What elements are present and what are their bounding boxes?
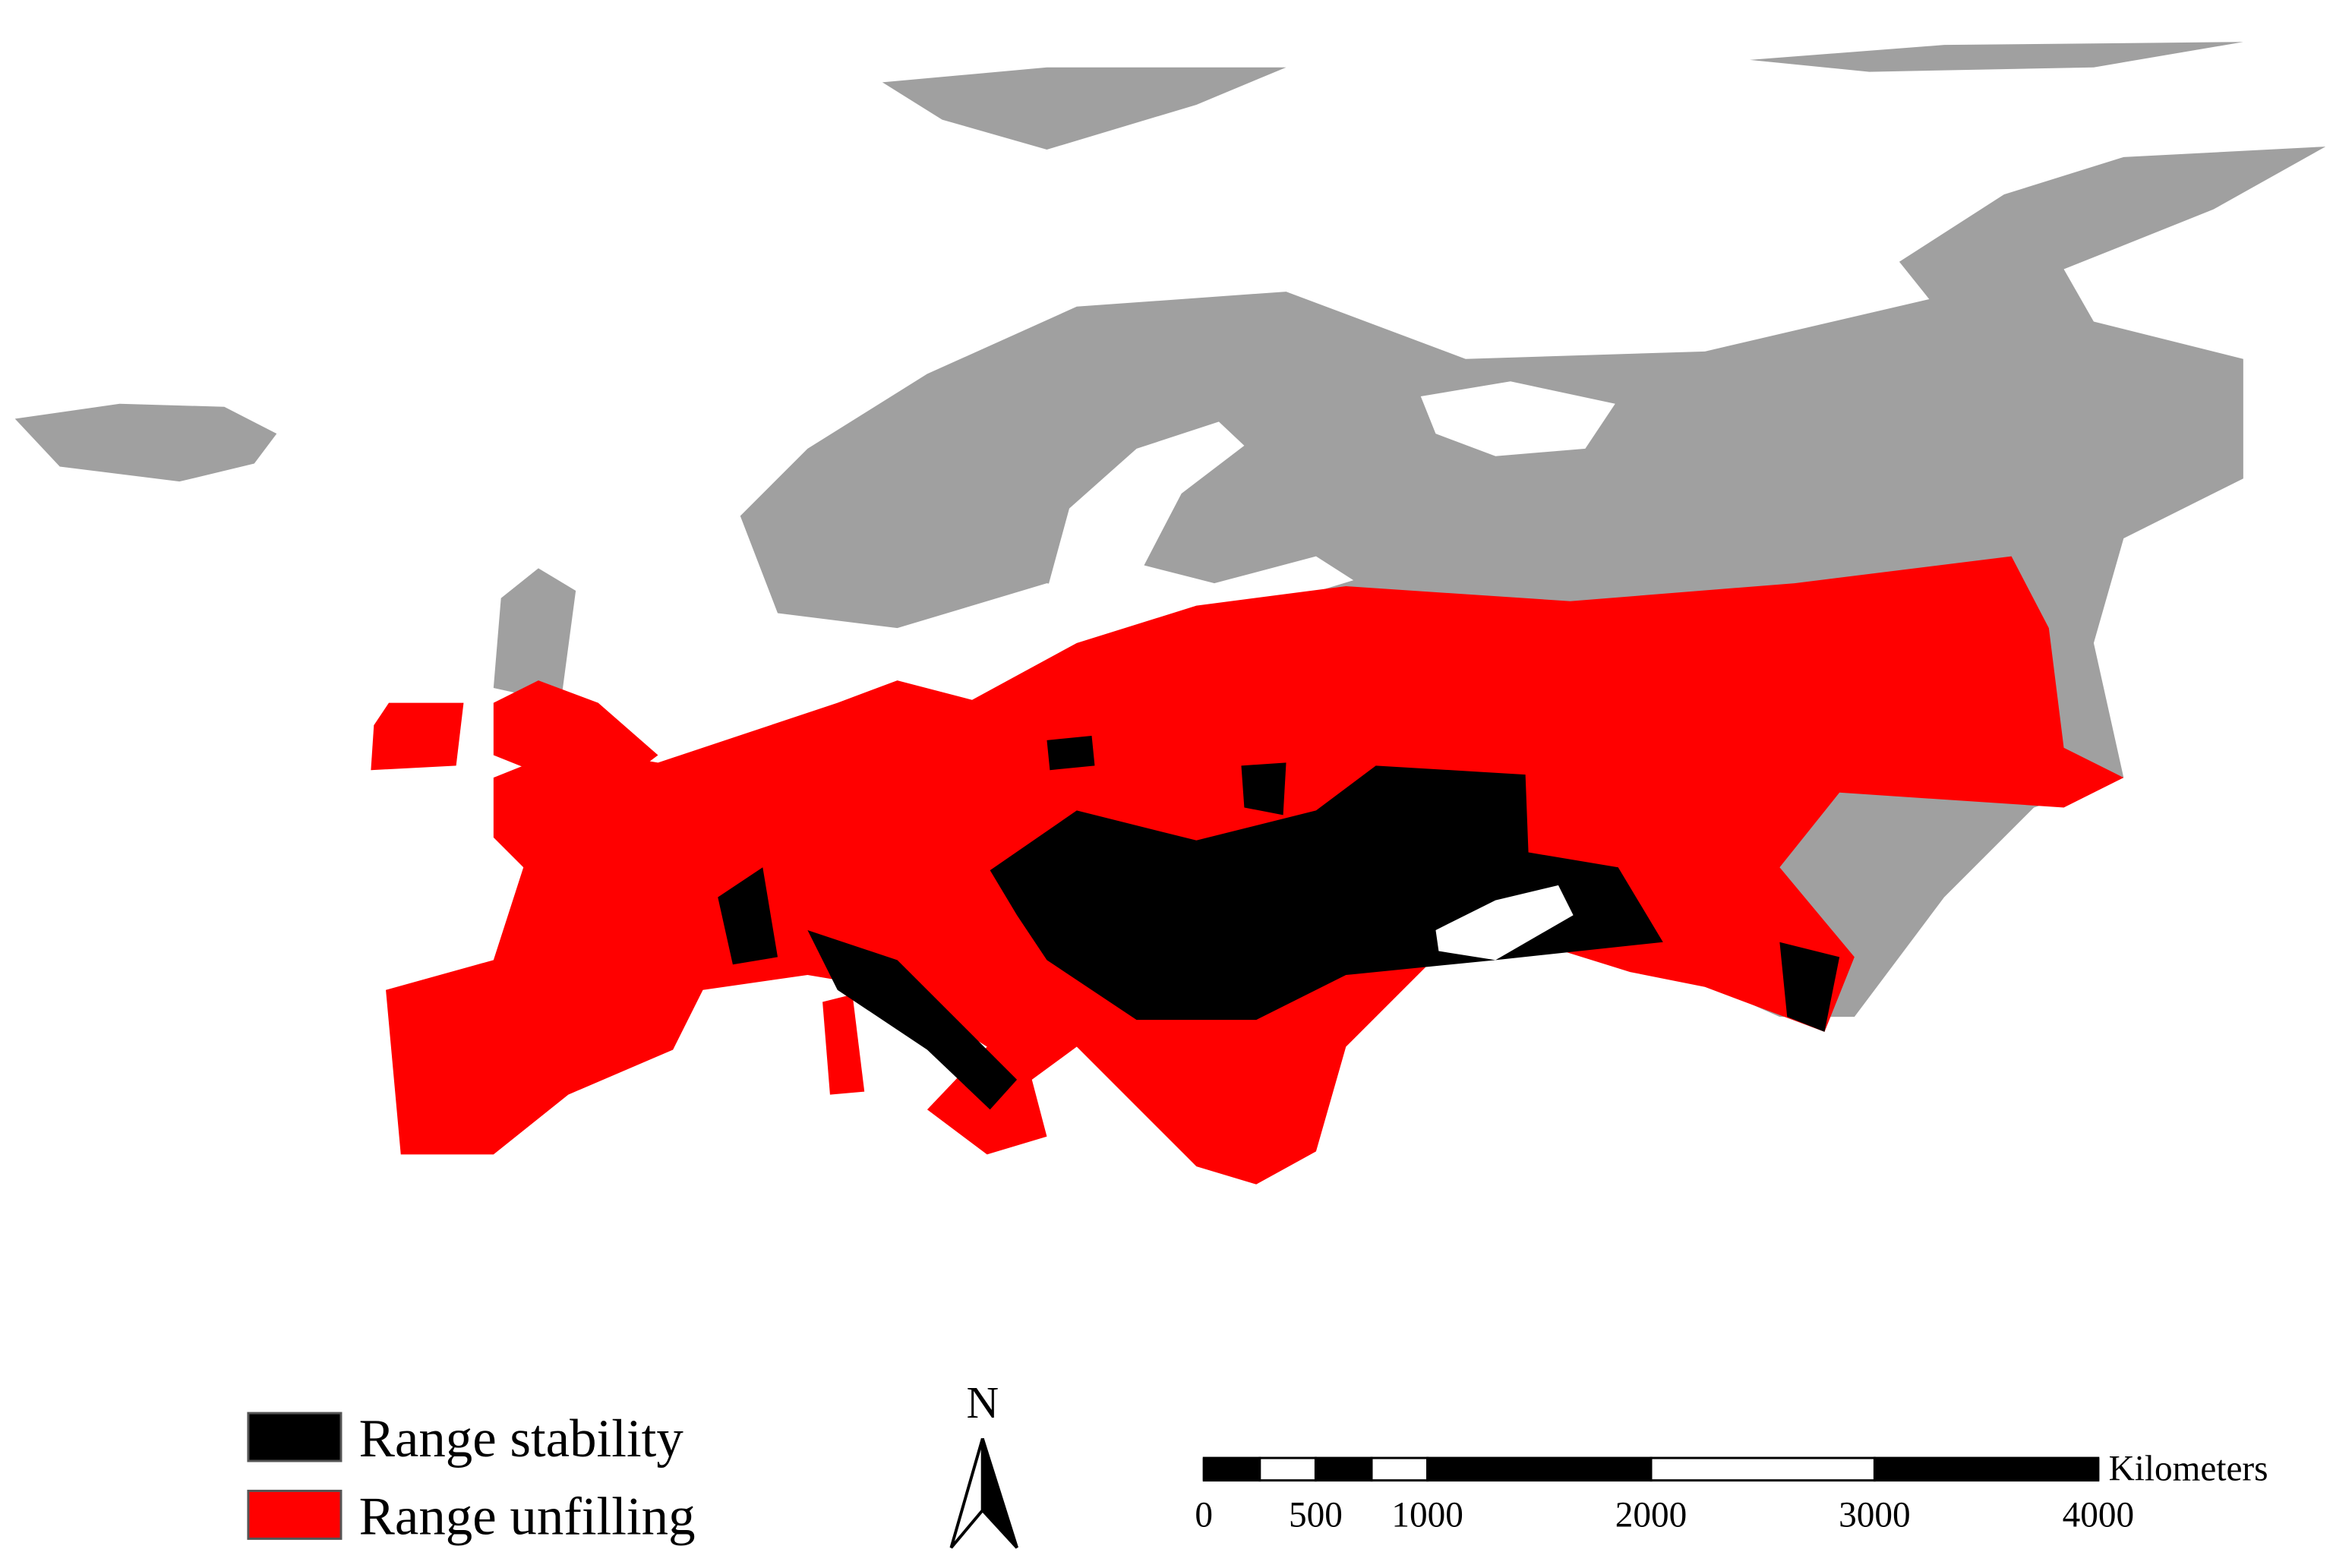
- scale-tick-label: 3000: [1839, 1496, 1911, 1535]
- scale-tick-label: 1000: [1391, 1496, 1463, 1535]
- range-stability-area: [1779, 942, 1840, 1032]
- north-arrow: N: [949, 1377, 1018, 1549]
- range-unfilling-area: [822, 994, 865, 1095]
- range-stability-area: [1241, 762, 1286, 816]
- north-label: N: [966, 1377, 999, 1428]
- landmass: [882, 67, 1286, 150]
- sea: [1420, 381, 1615, 456]
- scale-tick-label: 4000: [2063, 1496, 2135, 1535]
- scale-segment: [1426, 1456, 1653, 1482]
- sea: [1047, 421, 1354, 666]
- legend-swatch: [247, 1412, 343, 1462]
- scale-segment: [1650, 1456, 1876, 1482]
- range-stability-area: [1047, 735, 1095, 771]
- scale-segment: [1873, 1456, 2100, 1482]
- range-stability-area: [718, 867, 778, 965]
- landmass: [493, 568, 576, 703]
- sea: [1435, 885, 1574, 961]
- scale-segment: [1314, 1456, 1373, 1482]
- scale-segment: [1370, 1456, 1429, 1482]
- range-stability-area: [807, 929, 1018, 1110]
- scale-unit: Kilometers: [2109, 1450, 2268, 1489]
- landmass: [740, 147, 2326, 1017]
- scale-tick-label: 2000: [1615, 1496, 1687, 1535]
- legend-label: Range stability: [359, 1409, 684, 1469]
- scale-segment: [1258, 1456, 1317, 1482]
- scale-tick-label: 500: [1289, 1496, 1343, 1535]
- scale-bar: 0 500 1000 2000 3000 4000 Kilometers: [1195, 1450, 2268, 1535]
- map: [14, 42, 2326, 1185]
- scale-segment: [1202, 1456, 1261, 1482]
- legend: Range stability Range unfilling: [247, 1409, 696, 1547]
- range-unfilling-area: [371, 702, 464, 771]
- north-arrow-left: [949, 1437, 984, 1549]
- legend-swatch: [247, 1489, 343, 1540]
- scale-tick-label: 0: [1195, 1496, 1213, 1535]
- legend-label: Range unfilling: [359, 1488, 696, 1547]
- landmass: [14, 403, 277, 482]
- landmass: [1750, 42, 2243, 72]
- north-arrow-right: [980, 1437, 1018, 1549]
